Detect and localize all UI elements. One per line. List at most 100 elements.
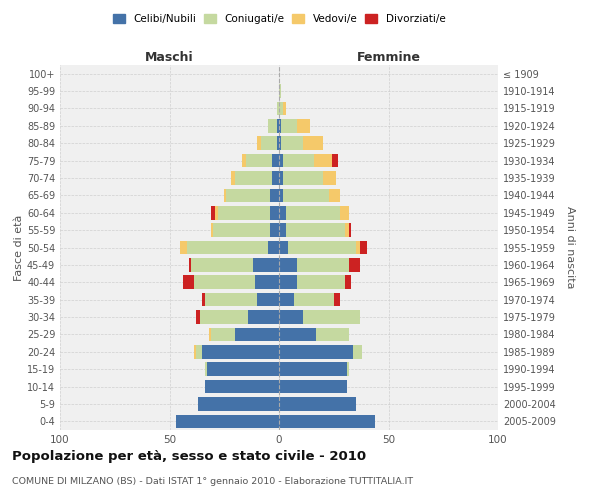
Bar [334, 293, 340, 306]
Bar [277, 119, 279, 132]
Bar [283, 171, 323, 185]
Bar [268, 119, 277, 132]
Bar [198, 397, 279, 410]
Bar [295, 293, 334, 306]
Bar [314, 154, 332, 168]
Bar [205, 362, 207, 376]
Bar [200, 310, 248, 324]
Bar [277, 136, 279, 150]
Bar [279, 188, 283, 202]
Bar [257, 293, 279, 306]
Bar [283, 102, 286, 115]
Text: COMUNE DI MILZANO (BS) - Dati ISTAT 1° gennaio 2010 - Elaborazione TUTTITALIA.IT: COMUNE DI MILZANO (BS) - Dati ISTAT 1° g… [12, 478, 413, 486]
Bar [349, 224, 351, 237]
Y-axis label: Anni di nascita: Anni di nascita [565, 206, 575, 289]
Bar [194, 276, 255, 289]
Bar [279, 362, 347, 376]
Bar [360, 240, 367, 254]
Bar [257, 136, 262, 150]
Bar [286, 224, 344, 237]
Bar [279, 171, 283, 185]
Bar [283, 188, 329, 202]
Bar [207, 362, 279, 376]
Bar [209, 328, 211, 341]
Bar [279, 84, 281, 98]
Bar [246, 154, 272, 168]
Bar [196, 345, 202, 358]
Bar [253, 258, 279, 272]
Bar [279, 258, 296, 272]
Bar [224, 188, 226, 202]
Bar [347, 362, 349, 376]
Bar [270, 188, 279, 202]
Bar [279, 276, 296, 289]
Bar [349, 258, 360, 272]
Bar [270, 206, 279, 220]
Bar [214, 224, 270, 237]
Bar [281, 119, 296, 132]
Bar [272, 171, 279, 185]
Bar [279, 380, 347, 394]
Bar [279, 328, 316, 341]
Bar [242, 154, 246, 168]
Bar [196, 310, 200, 324]
Bar [329, 188, 340, 202]
Bar [211, 206, 215, 220]
Bar [344, 276, 351, 289]
Bar [226, 188, 270, 202]
Bar [323, 171, 336, 185]
Bar [191, 258, 253, 272]
Bar [176, 414, 279, 428]
Bar [281, 136, 303, 150]
Bar [189, 258, 191, 272]
Bar [279, 119, 281, 132]
Bar [279, 310, 303, 324]
Bar [332, 154, 338, 168]
Bar [279, 345, 353, 358]
Bar [270, 224, 279, 237]
Bar [356, 240, 360, 254]
Bar [187, 240, 268, 254]
Bar [296, 119, 310, 132]
Bar [211, 224, 214, 237]
Bar [255, 276, 279, 289]
Bar [235, 171, 272, 185]
Bar [182, 276, 194, 289]
Bar [344, 224, 349, 237]
Bar [235, 328, 279, 341]
Bar [283, 154, 314, 168]
Bar [215, 206, 218, 220]
Bar [340, 206, 349, 220]
Bar [181, 240, 187, 254]
Bar [277, 102, 279, 115]
Bar [202, 345, 279, 358]
Bar [202, 293, 205, 306]
Bar [231, 171, 235, 185]
Bar [279, 136, 281, 150]
Bar [272, 154, 279, 168]
Bar [279, 206, 286, 220]
Bar [296, 258, 349, 272]
Bar [288, 240, 356, 254]
Bar [248, 310, 279, 324]
Bar [211, 328, 235, 341]
Bar [262, 136, 277, 150]
Text: Popolazione per età, sesso e stato civile - 2010: Popolazione per età, sesso e stato civil… [12, 450, 366, 463]
Bar [194, 345, 196, 358]
Bar [303, 136, 323, 150]
Bar [353, 345, 362, 358]
Bar [303, 310, 360, 324]
Bar [279, 293, 295, 306]
Bar [286, 206, 340, 220]
Bar [218, 206, 270, 220]
Bar [279, 397, 356, 410]
Bar [279, 154, 283, 168]
Text: Femmine: Femmine [356, 51, 421, 64]
Bar [205, 293, 257, 306]
Text: Maschi: Maschi [145, 51, 194, 64]
Bar [279, 240, 288, 254]
Legend: Celibi/Nubili, Coniugati/e, Vedovi/e, Divorziati/e: Celibi/Nubili, Coniugati/e, Vedovi/e, Di… [113, 14, 445, 24]
Bar [279, 102, 283, 115]
Bar [279, 224, 286, 237]
Y-axis label: Fasce di età: Fasce di età [14, 214, 24, 280]
